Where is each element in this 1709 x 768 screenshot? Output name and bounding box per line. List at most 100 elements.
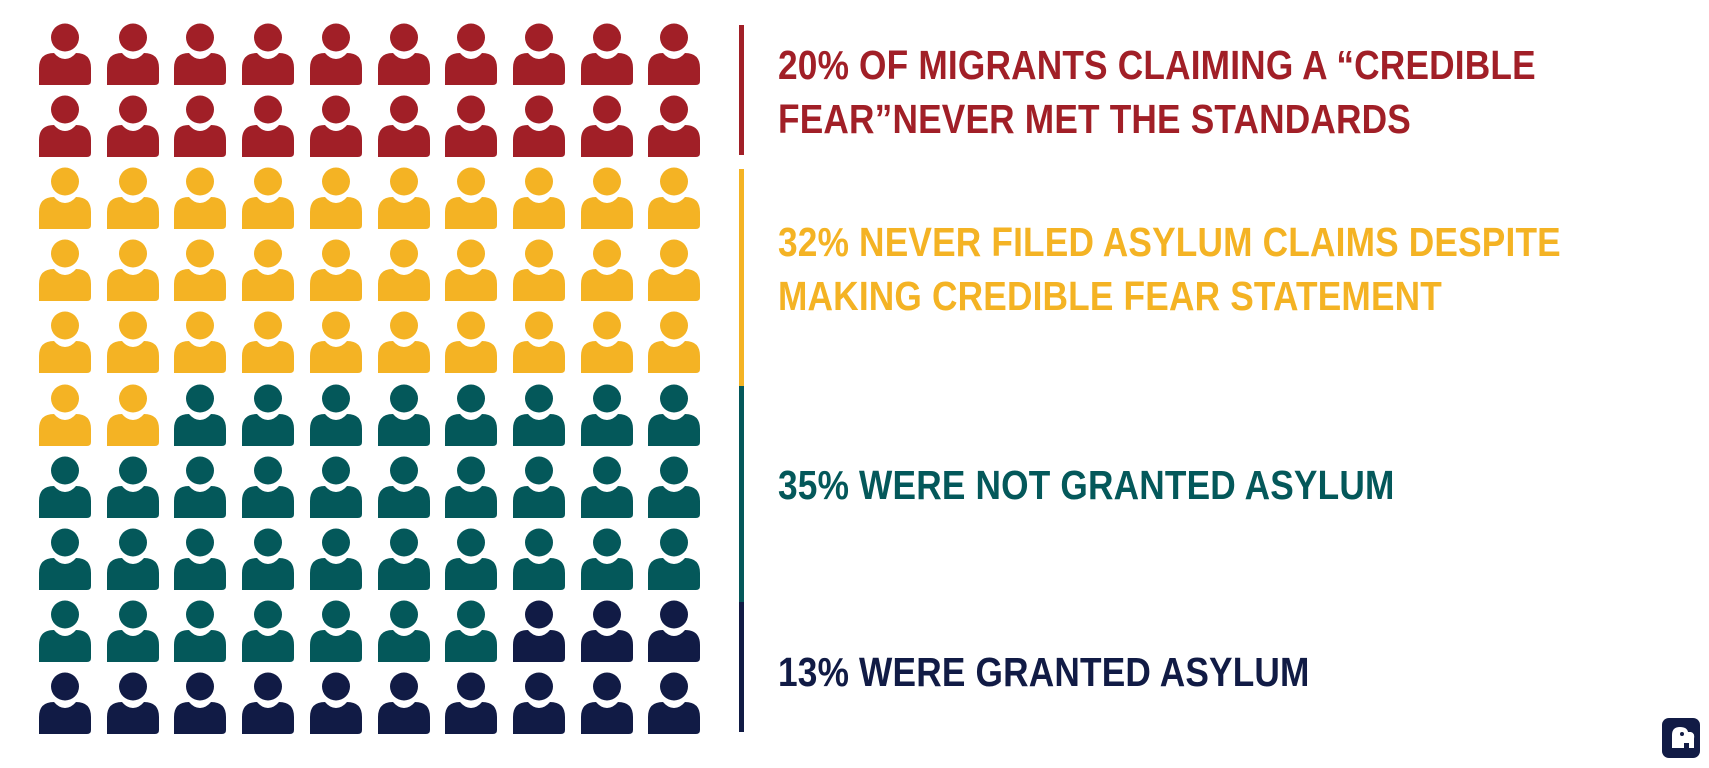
person-icon xyxy=(309,167,362,230)
person-icon xyxy=(377,167,430,230)
person-icon xyxy=(174,167,227,230)
person-icon xyxy=(242,456,295,518)
person-icon xyxy=(309,672,362,734)
person-icon xyxy=(39,311,91,374)
person-icon xyxy=(309,600,362,662)
person-icon xyxy=(580,600,633,662)
person-icon xyxy=(242,311,295,374)
segment-bar-1 xyxy=(739,25,744,156)
person-icon xyxy=(377,311,430,374)
person-icon xyxy=(242,384,295,446)
person-icon xyxy=(580,384,633,446)
person-icon xyxy=(309,311,362,374)
person-icon xyxy=(648,167,701,230)
person-icon xyxy=(445,456,498,518)
person-icon xyxy=(648,384,701,446)
person-icon xyxy=(106,528,159,590)
person-icon xyxy=(648,239,701,302)
person-icon xyxy=(512,311,565,374)
person-icon xyxy=(512,384,565,446)
person-icon xyxy=(174,311,227,374)
person-icon xyxy=(580,672,633,734)
person-icon xyxy=(648,600,701,662)
person-icon xyxy=(309,23,362,85)
person-icon xyxy=(512,456,565,518)
person-icon xyxy=(174,528,227,590)
person-icon xyxy=(445,23,498,85)
person-icon xyxy=(580,311,633,374)
person-icon xyxy=(445,384,498,446)
person-icon xyxy=(377,672,430,734)
person-icon xyxy=(648,672,701,734)
person-icon xyxy=(174,456,227,518)
person-icon xyxy=(39,95,91,158)
segment-label-4: 13% WERE GRANTED ASYLUM xyxy=(778,649,1310,695)
person-icon xyxy=(648,311,701,374)
person-icon xyxy=(106,167,159,230)
person-icon xyxy=(39,672,91,734)
person-icon xyxy=(242,167,295,230)
person-icon xyxy=(377,600,430,662)
person-icon xyxy=(512,600,565,662)
segment-bar-4 xyxy=(739,601,744,732)
person-icon xyxy=(377,528,430,590)
person-icon xyxy=(512,672,565,734)
person-icon xyxy=(377,384,430,446)
person-icon xyxy=(309,95,362,158)
person-icon xyxy=(445,311,498,374)
person-icon xyxy=(309,528,362,590)
person-icon xyxy=(512,167,565,230)
person-icon xyxy=(39,239,91,302)
person-icon xyxy=(106,384,159,446)
person-icon xyxy=(580,528,633,590)
person-icon xyxy=(106,311,159,374)
segment-label-1: 20% OF MIGRANTS CLAIMING A “CREDIBLE FEA… xyxy=(778,42,1536,143)
person-icon xyxy=(377,239,430,302)
person-icon xyxy=(39,528,91,590)
person-icon xyxy=(445,95,498,158)
person-icon xyxy=(512,528,565,590)
person-icon xyxy=(377,23,430,85)
person-icon xyxy=(106,23,159,85)
elephant-logo-icon xyxy=(1662,718,1700,758)
person-icon xyxy=(242,672,295,734)
person-icon xyxy=(174,239,227,302)
person-icon xyxy=(39,23,91,85)
person-icon xyxy=(445,672,498,734)
person-icon xyxy=(242,528,295,590)
segment-bar-2 xyxy=(739,169,744,444)
person-icon xyxy=(174,672,227,734)
person-icon xyxy=(242,95,295,158)
person-icon xyxy=(39,600,91,662)
person-icon xyxy=(648,23,701,85)
person-icon xyxy=(648,456,701,518)
person-icon xyxy=(580,239,633,302)
person-icon xyxy=(445,239,498,302)
person-icon xyxy=(39,456,91,518)
person-icon xyxy=(106,672,159,734)
person-icon xyxy=(39,384,91,446)
person-icon xyxy=(174,95,227,158)
person-icon xyxy=(377,456,430,518)
person-icon xyxy=(512,239,565,302)
person-icon xyxy=(445,167,498,230)
person-icon xyxy=(648,95,701,158)
person-icon xyxy=(242,600,295,662)
segment-label-3: 35% WERE NOT GRANTED ASYLUM xyxy=(778,462,1395,508)
person-icon xyxy=(309,384,362,446)
person-icon xyxy=(512,23,565,85)
person-icon xyxy=(377,95,430,158)
person-icon xyxy=(174,23,227,85)
person-icon xyxy=(580,456,633,518)
person-icon xyxy=(580,167,633,230)
person-icon xyxy=(648,528,701,590)
person-icon xyxy=(242,23,295,85)
person-icon xyxy=(39,167,91,230)
person-icon xyxy=(106,600,159,662)
person-icon xyxy=(106,456,159,518)
person-icon xyxy=(309,456,362,518)
person-icon xyxy=(580,23,633,85)
person-icon xyxy=(512,95,565,158)
person-icon xyxy=(445,528,498,590)
